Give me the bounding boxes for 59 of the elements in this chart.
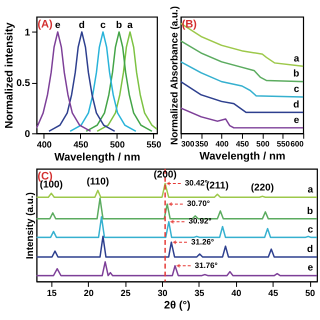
x-tick-label: 40 (231, 288, 242, 298)
y-axis-title: Intensity (a.u.) (25, 192, 36, 260)
series-label: a (127, 20, 134, 32)
series-label: b (293, 68, 300, 80)
x-axis-title: Wavelength / nm (200, 150, 286, 162)
series-label: d (78, 20, 85, 32)
x-tick-label: 45 (268, 288, 278, 298)
annotation: 31.76° (194, 260, 218, 270)
annotation: (110) (86, 176, 110, 188)
x-axis-title: 2θ (°) (164, 300, 191, 312)
series-label: a (294, 53, 300, 64)
x-tick-label: 500 (110, 140, 125, 150)
x-tick-label: 400 (215, 140, 230, 149)
x-tick-label: 600 (290, 140, 304, 149)
line-series (96, 31, 158, 132)
series-label: c (308, 224, 314, 236)
series-label: e (54, 20, 61, 32)
line-series (69, 31, 137, 132)
y-axis-title: Normalized intensity (3, 22, 16, 129)
x-tick-label: 500 (256, 140, 270, 149)
y-tick-label: 0.5 (16, 78, 31, 90)
line-series (36, 31, 92, 132)
x-tick-label: 550 (276, 140, 290, 149)
series-label: c (294, 84, 300, 96)
x-tick-label: 350 (195, 140, 209, 149)
y-axis-title: Normalized Absorbance (a.u.) (169, 6, 180, 145)
x-tick-label: 400 (36, 140, 52, 150)
line-series (48, 31, 116, 132)
x-tick-label: 30 (158, 288, 168, 298)
series-label: c (100, 20, 106, 32)
text: (200) (154, 170, 177, 181)
annotation: 30.92° (188, 216, 212, 226)
series-label: e (308, 262, 314, 274)
y-tick-label: 0 (24, 128, 31, 140)
x-tick-label: 35 (194, 288, 204, 298)
x-tick-label: 550 (146, 140, 162, 150)
chart-title: (A) (38, 18, 53, 31)
series-label: a (308, 184, 314, 196)
annotation: 30.42° (184, 178, 208, 188)
y-tick-label: 1 (24, 27, 31, 38)
x-tick-label: 450 (236, 140, 250, 149)
x-tick-label: 450 (73, 140, 88, 150)
annotation: 30.70° (186, 199, 210, 208)
x-tick-label: 20 (84, 288, 94, 298)
series-label: b (116, 20, 122, 32)
x-tick-label: 50 (305, 288, 316, 298)
annotation: (211) (206, 180, 229, 192)
chart-title: (B) (182, 18, 198, 31)
series-label: e (294, 114, 300, 126)
annotation: (220) (250, 182, 274, 194)
x-axis-title: Wavelength / nm (54, 151, 140, 164)
series-label: d (293, 99, 300, 110)
x-tick-label: 25 (120, 288, 131, 298)
line-series (85, 31, 153, 132)
x-tick-label: 15 (46, 288, 57, 298)
annotation: 31.26° (191, 237, 214, 246)
x-tick-label: 300 (181, 140, 196, 149)
series-label: d (307, 244, 314, 256)
series-label: b (307, 206, 314, 217)
